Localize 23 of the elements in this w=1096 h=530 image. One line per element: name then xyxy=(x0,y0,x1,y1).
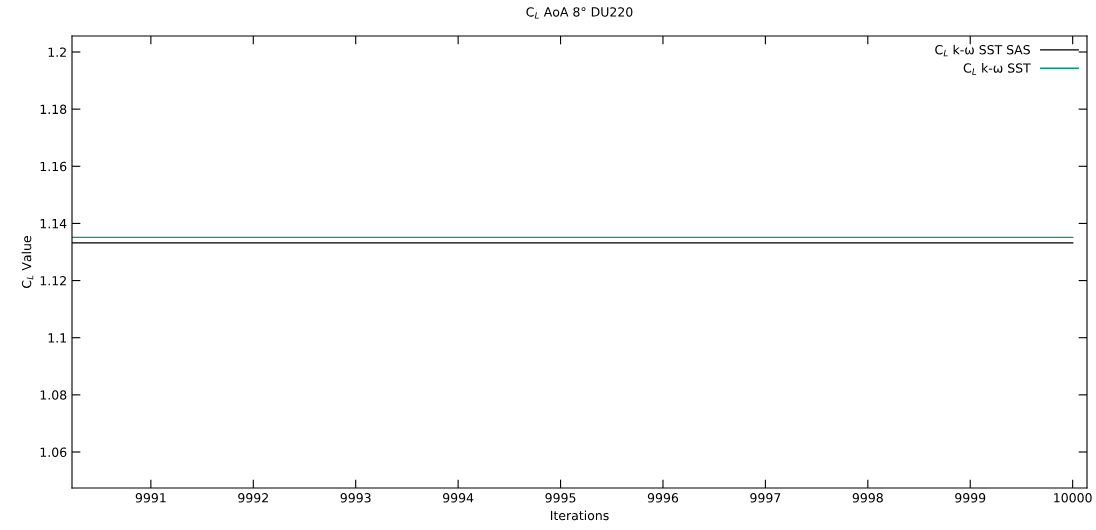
y-tick-label: 1.06 xyxy=(40,447,67,457)
legend-label: C$_{L}$ k-ω SST SAS xyxy=(935,44,1030,57)
y-tick-label: 1.2 xyxy=(48,47,66,57)
y-tick-label: 1.1 xyxy=(48,333,66,343)
x-tick-label: 9993 xyxy=(340,493,371,503)
y-tick-label: 1.12 xyxy=(40,276,66,286)
y-axis-title: C$_{L}$ Value xyxy=(21,236,34,288)
y-tick-label: 1.16 xyxy=(40,161,67,172)
y-tick-label: 1.08 xyxy=(40,390,67,400)
legend-label: C$_{L}$ k-ω SST xyxy=(963,63,1031,75)
chart-title: C$_{L}$ AoA 8° DU220 xyxy=(526,7,633,19)
x-tick-label: 9999 xyxy=(955,493,986,503)
x-tick-label: 9992 xyxy=(238,493,268,503)
x-tick-label: 9995 xyxy=(545,493,576,503)
x-tick-label: 9997 xyxy=(750,493,781,503)
x-axis-title: Iterations xyxy=(550,510,609,521)
x-tick-label: 9998 xyxy=(852,493,883,503)
x-tick-label: 9991 xyxy=(135,493,166,503)
y-tick-label: 1.14 xyxy=(40,219,67,229)
y-tick-label: 1.18 xyxy=(40,104,67,115)
x-tick-label: 9994 xyxy=(443,493,474,503)
x-tick-label: 10000 xyxy=(1054,493,1092,503)
x-tick-label: 9996 xyxy=(647,493,679,503)
